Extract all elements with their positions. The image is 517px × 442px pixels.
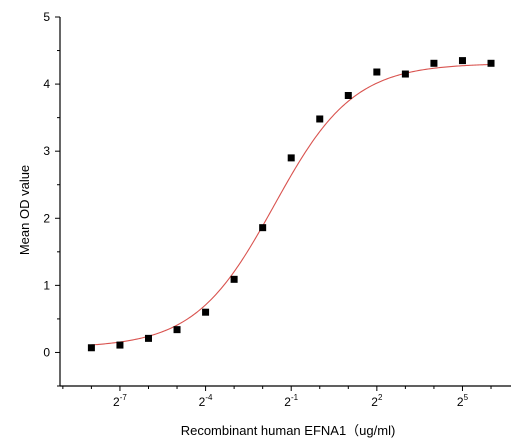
data-point bbox=[373, 68, 381, 76]
x-tick-label: 2-7 bbox=[113, 393, 127, 409]
data-point bbox=[202, 308, 210, 316]
data-point bbox=[316, 115, 324, 123]
data-point bbox=[259, 224, 267, 232]
y-axis-title: Mean OD value bbox=[17, 165, 32, 255]
data-point bbox=[344, 91, 352, 99]
x-tick-label: 2-1 bbox=[284, 393, 298, 409]
data-point bbox=[401, 70, 409, 78]
x-tick-label: 2-4 bbox=[199, 393, 213, 409]
data-point bbox=[430, 59, 438, 67]
y-tick-label: 2 bbox=[43, 211, 50, 225]
fit-curve bbox=[91, 63, 492, 346]
y-tick-label: 0 bbox=[43, 345, 50, 359]
data-point bbox=[458, 57, 466, 65]
x-tick-label: 25 bbox=[457, 393, 469, 409]
x-axis-title: Recombinant human EFNA1（ug/ml) bbox=[181, 423, 396, 438]
data-point bbox=[487, 59, 495, 67]
data-point bbox=[87, 344, 95, 352]
data-point bbox=[287, 154, 295, 162]
x-axis-ticks: 2-7 2-4 2-1 22 25 bbox=[62, 386, 492, 409]
x-tick-label: 22 bbox=[371, 393, 383, 409]
y-tick-label: 5 bbox=[43, 10, 50, 24]
data-point bbox=[173, 326, 181, 334]
y-tick-label: 1 bbox=[43, 278, 50, 292]
y-tick-label: 4 bbox=[43, 77, 50, 91]
data-point bbox=[230, 275, 238, 283]
y-tick-label: 3 bbox=[43, 144, 50, 158]
data-point bbox=[116, 341, 124, 349]
data-points bbox=[87, 57, 495, 352]
data-point bbox=[144, 334, 152, 342]
axes bbox=[59, 17, 511, 387]
y-axis-ticks: 0 1 2 3 4 5 bbox=[43, 10, 60, 387]
